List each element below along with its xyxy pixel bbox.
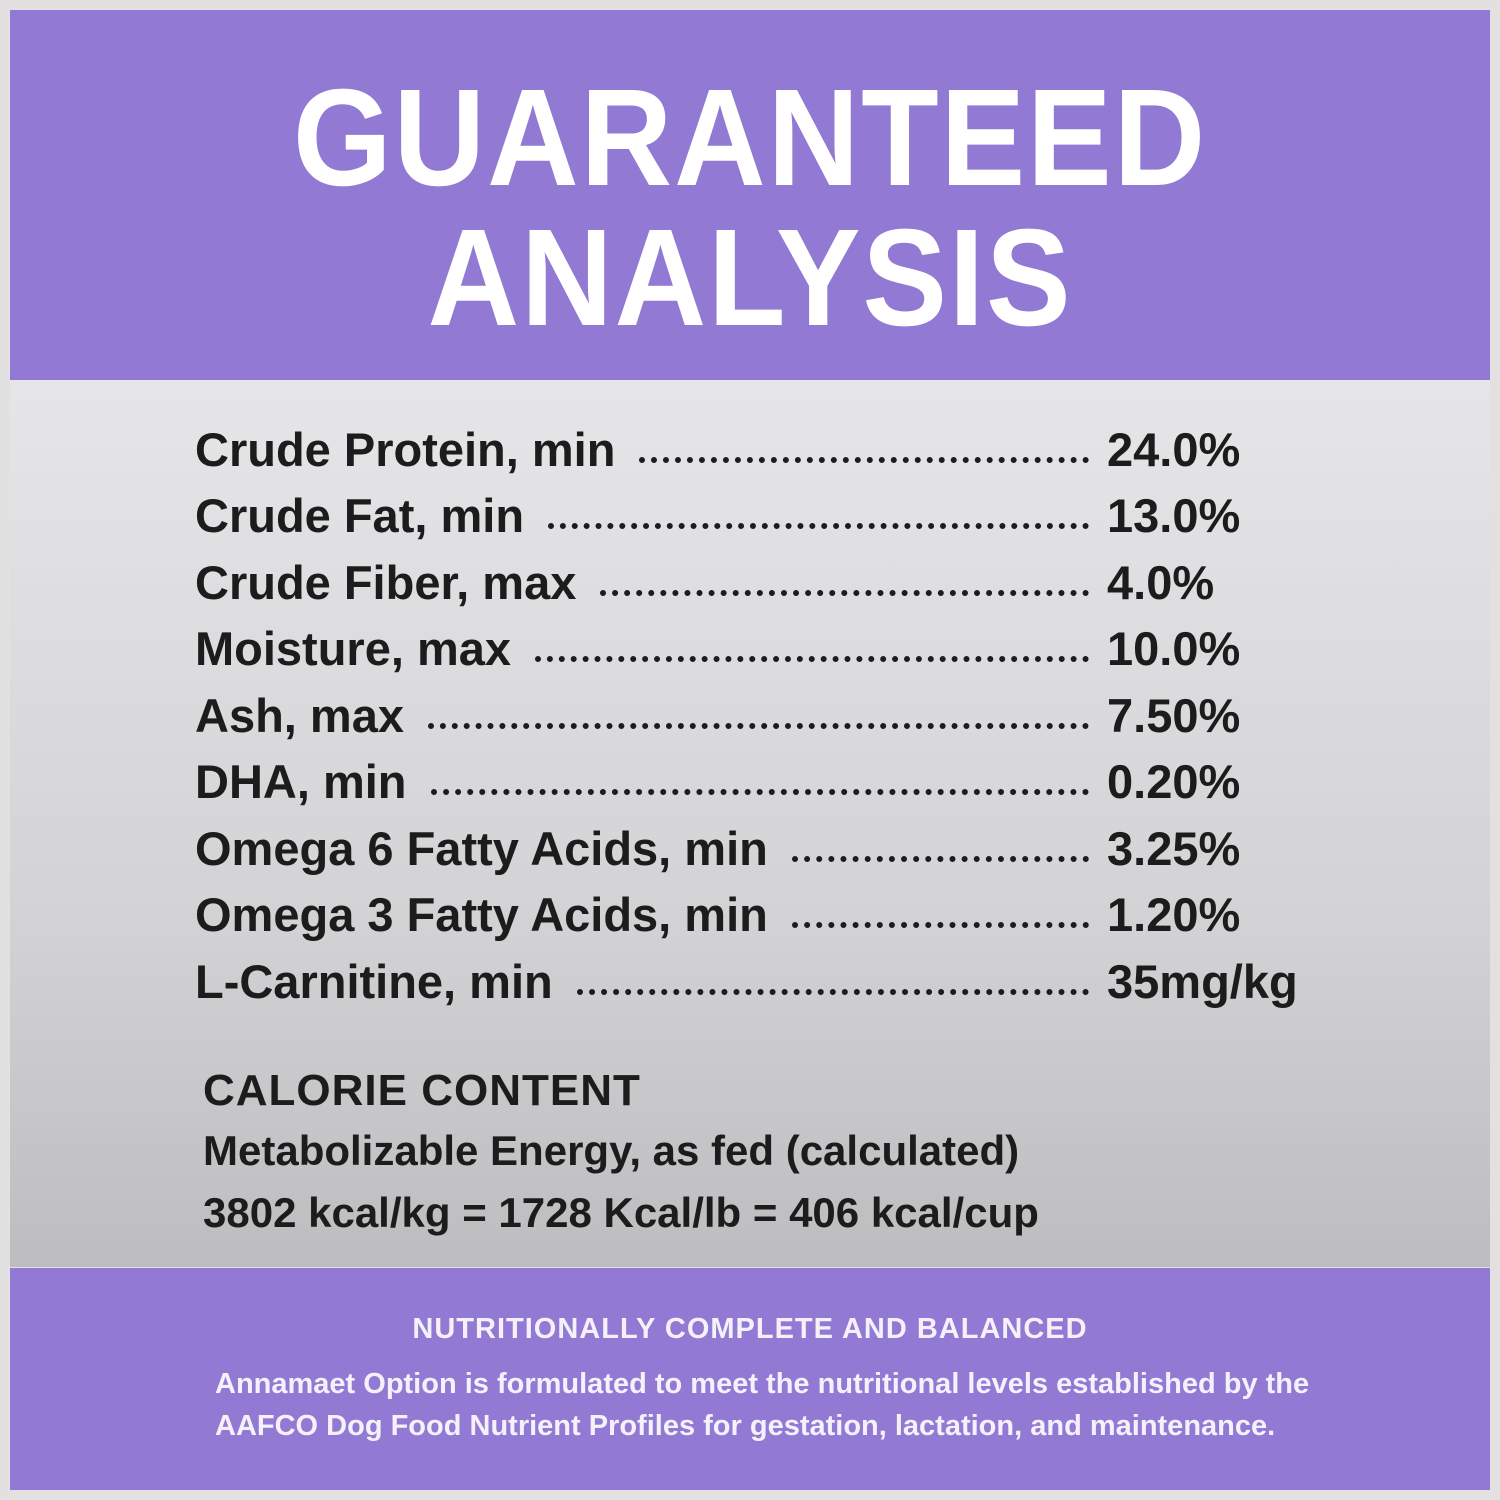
dot-leader <box>600 589 1089 596</box>
footer-line: Annamaet Option is formulated to meet th… <box>215 1368 1310 1400</box>
calorie-section: CALORIE CONTENT Metabolizable Energy, as… <box>203 1062 1039 1244</box>
title-line: ANALYSIS <box>427 201 1073 355</box>
dot-leader <box>535 656 1089 662</box>
nutrient-value: 24.0% <box>1107 422 1241 476</box>
nutrient-label: Crude Fiber, max <box>195 555 577 609</box>
nutrient-value: 35mg/kg <box>1107 954 1298 1008</box>
dot-leader <box>430 789 1089 795</box>
footer-text: Annamaet Option is formulated to meet th… <box>215 1363 1309 1447</box>
nutrient-label: L-Carnitine, min <box>195 954 553 1008</box>
nutrient-value: 3.25% <box>1107 821 1241 875</box>
title-line: GUARANTEED <box>292 61 1208 215</box>
nutrient-label: Crude Fat, min <box>195 489 525 542</box>
calorie-line: 3802 kcal/kg = 1728 Kcal/lb = 406 kcal/c… <box>203 1189 1039 1236</box>
nutrient-value: 7.50% <box>1107 688 1241 742</box>
analysis-row: Moisture, max 10.0% <box>195 610 1315 677</box>
nutrient-label: DHA, min <box>195 755 407 808</box>
analysis-table: Crude Protein, min 24.0% Crude Fat, min 13.… <box>195 410 1315 1009</box>
footer-line: AAFCO Dog Food Nutrient Profiles for ges… <box>215 1410 1276 1442</box>
title: GUARANTEED ANALYSIS <box>69 68 1431 348</box>
analysis-row: Crude Fiber, max 4.0% <box>195 543 1315 610</box>
nutrient-value: 0.20% <box>1107 755 1241 808</box>
analysis-row: Omega 3 Fatty Acids, min 1.20% <box>195 876 1315 943</box>
dot-leader <box>576 988 1089 995</box>
analysis-row: DHA, min 0.20% <box>195 743 1315 810</box>
dot-leader <box>427 722 1089 729</box>
nutrient-value: 13.0% <box>1107 489 1241 542</box>
dot-leader <box>639 456 1089 463</box>
header-band: GUARANTEED ANALYSIS <box>10 10 1490 380</box>
analysis-row: Crude Fat, min 13.0% <box>195 477 1315 544</box>
nutrient-label: Omega 6 Fatty Acids, min <box>195 821 768 875</box>
nutrient-label: Omega 3 Fatty Acids, min <box>195 888 768 941</box>
nutrient-value: 4.0% <box>1107 555 1215 609</box>
nutrient-value: 1.20% <box>1107 888 1241 941</box>
calorie-line: Metabolizable Energy, as fed (calculated… <box>203 1127 1020 1174</box>
footer-band: NUTRITIONALLY COMPLETE AND BALANCED Anna… <box>10 1268 1490 1490</box>
analysis-row: Omega 6 Fatty Acids, min 3.25% <box>195 809 1315 876</box>
analysis-row: L-Carnitine, min 35mg/kg <box>195 942 1315 1009</box>
calorie-heading: CALORIE CONTENT <box>203 1066 641 1115</box>
nutrient-value: 10.0% <box>1107 622 1241 675</box>
footer-heading: NUTRITIONALLY COMPLETE AND BALANCED <box>412 1313 1088 1345</box>
nutrient-label: Moisture, max <box>195 622 512 675</box>
nutrient-label: Crude Protein, min <box>195 422 616 476</box>
analysis-row: Ash, max 7.50% <box>195 676 1315 743</box>
dot-leader <box>791 922 1089 928</box>
dot-leader <box>548 523 1089 529</box>
nutrient-label: Ash, max <box>195 688 404 742</box>
analysis-row: Crude Protein, min 24.0% <box>195 410 1315 477</box>
dot-leader <box>791 855 1089 862</box>
